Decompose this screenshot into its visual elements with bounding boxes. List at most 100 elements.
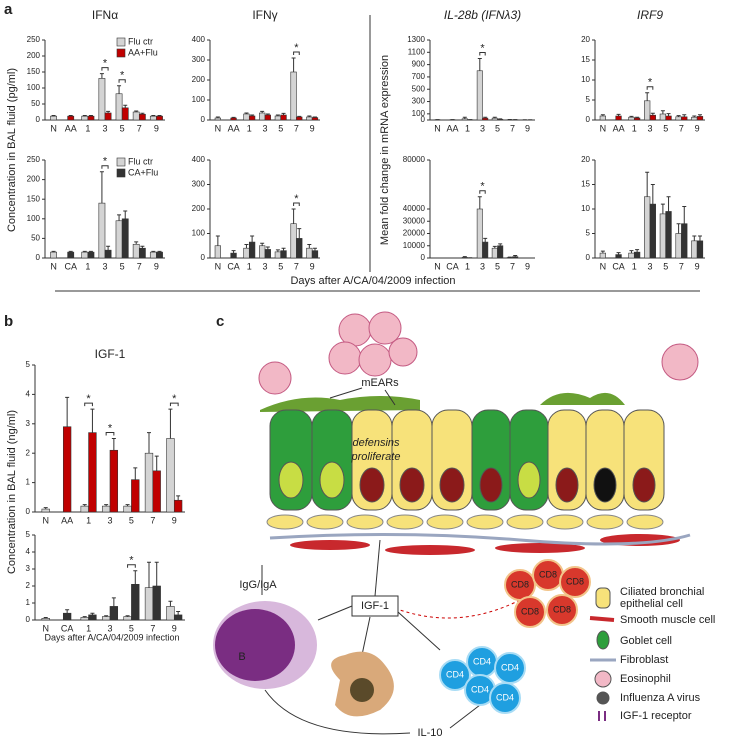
arrow [397, 611, 441, 651]
bar [149, 115, 157, 121]
error-bar [265, 113, 270, 115]
error-bar [697, 235, 702, 241]
significance-label: * [108, 422, 113, 434]
panel-label: c [216, 313, 224, 330]
error-bar [660, 203, 665, 214]
bar [62, 426, 72, 513]
y-tick-label: 0 [586, 253, 591, 262]
bar [691, 240, 698, 259]
bar [476, 208, 483, 259]
bar [80, 617, 89, 621]
bar [123, 505, 132, 513]
bar [121, 218, 129, 259]
cell-label: CD4 [496, 692, 514, 702]
error-bar [260, 110, 265, 113]
legend-label: CA+Flu [128, 167, 158, 177]
x-tick-label: CA [227, 261, 240, 271]
error-bar [275, 114, 280, 116]
bar [109, 606, 119, 621]
label: B [238, 651, 245, 663]
significance-bracket [127, 564, 136, 568]
error-bar [462, 116, 467, 119]
arrow [374, 539, 381, 597]
significance-bracket [169, 402, 179, 407]
bar [482, 117, 489, 121]
error-bar [492, 116, 497, 119]
x-tick-label: 7 [137, 261, 142, 271]
x-tick-label: 5 [129, 515, 134, 525]
x-tick-label: 1 [86, 623, 91, 633]
bar [50, 251, 57, 259]
bar [230, 252, 237, 259]
bar [173, 499, 183, 513]
y-tick-label: 15 [581, 180, 590, 189]
x-tick-label: 5 [663, 123, 668, 133]
x-tick-label: 3 [480, 261, 485, 271]
bar [633, 117, 641, 121]
error-bar [134, 241, 139, 245]
bar [144, 587, 154, 621]
y-tick-label: 100 [192, 229, 206, 238]
x-tick-label: CA [612, 261, 625, 271]
x-tick-label: 1 [465, 261, 470, 271]
error-bar [147, 432, 151, 454]
y-tick-label: 100 [27, 214, 41, 223]
bar [461, 257, 468, 259]
bar [659, 213, 667, 259]
cell-label: CD4 [501, 662, 519, 672]
bar [259, 112, 266, 121]
cd8-cell [514, 596, 546, 628]
legend-swatch [116, 157, 126, 167]
significance-bracket [118, 79, 126, 83]
error-bar [151, 250, 156, 253]
bar [615, 254, 622, 259]
eosinophil-cluster [258, 311, 699, 395]
significance-bracket [646, 86, 654, 90]
bar [665, 211, 672, 259]
bar [41, 617, 50, 621]
bar [280, 250, 287, 259]
x-tick-label: N [42, 515, 49, 525]
cell-label: CD8 [539, 569, 557, 579]
error-bar [513, 255, 518, 257]
bar [461, 118, 468, 121]
basal-layer [266, 514, 664, 530]
error-bar [90, 612, 95, 615]
cd4-cell [439, 659, 471, 691]
b-cell-nucleus [215, 609, 295, 681]
y-tick-label: 0 [421, 115, 426, 124]
y-tick-label: 0 [201, 115, 206, 124]
bar [173, 614, 183, 621]
error-bar [600, 114, 605, 116]
x-tick-label: 5 [495, 123, 500, 133]
error-bar [231, 116, 236, 118]
error-bar [123, 104, 128, 108]
y-tick-label: 400 [192, 35, 206, 44]
error-bar [635, 116, 640, 118]
bar [691, 116, 698, 121]
x-tick-label: 9 [695, 123, 700, 133]
error-bar [123, 210, 128, 219]
error-bar [281, 247, 286, 251]
y-tick-label: 300 [192, 180, 206, 189]
bar [98, 202, 106, 259]
label: IGF-1 [361, 600, 389, 612]
error-bar [483, 116, 488, 119]
x-tick-label: 9 [310, 123, 315, 133]
bar [87, 251, 95, 259]
bar [243, 113, 250, 121]
bar [280, 114, 287, 121]
bar [482, 241, 489, 259]
bar [87, 115, 95, 121]
error-bar [104, 504, 109, 507]
legend-label: Goblet cell [620, 635, 672, 647]
x-tick-label: N [600, 123, 607, 133]
error-bar [492, 245, 497, 249]
bar [264, 249, 271, 259]
error-bar [176, 611, 181, 615]
chart-title: IRF9 [637, 8, 663, 22]
bar [615, 115, 622, 121]
x-tick-label: N [50, 261, 57, 271]
x-tick-label: 7 [150, 515, 155, 525]
x-tick-label: N [600, 261, 607, 271]
